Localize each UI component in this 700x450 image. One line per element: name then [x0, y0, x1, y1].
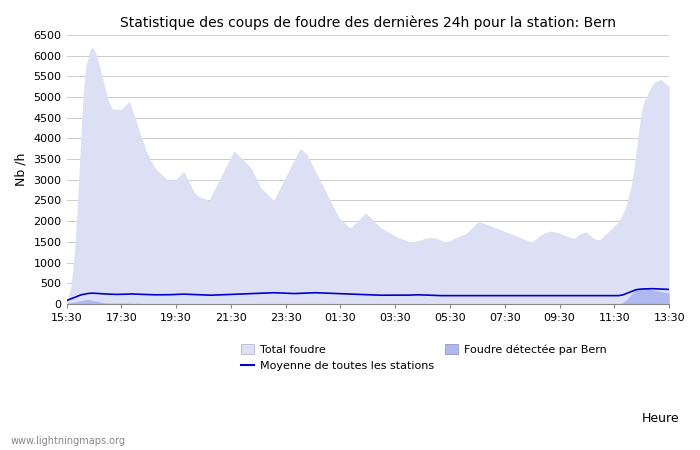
Title: Statistique des coups de foudre des dernières 24h pour la station: Bern: Statistique des coups de foudre des dern… [120, 15, 616, 30]
Legend: Total foudre, Moyenne de toutes les stations, Foudre détectée par Bern: Total foudre, Moyenne de toutes les stat… [241, 344, 607, 371]
Text: Heure: Heure [641, 412, 679, 425]
Y-axis label: Nb /h: Nb /h [15, 153, 28, 186]
Text: www.lightningmaps.org: www.lightningmaps.org [10, 436, 125, 446]
